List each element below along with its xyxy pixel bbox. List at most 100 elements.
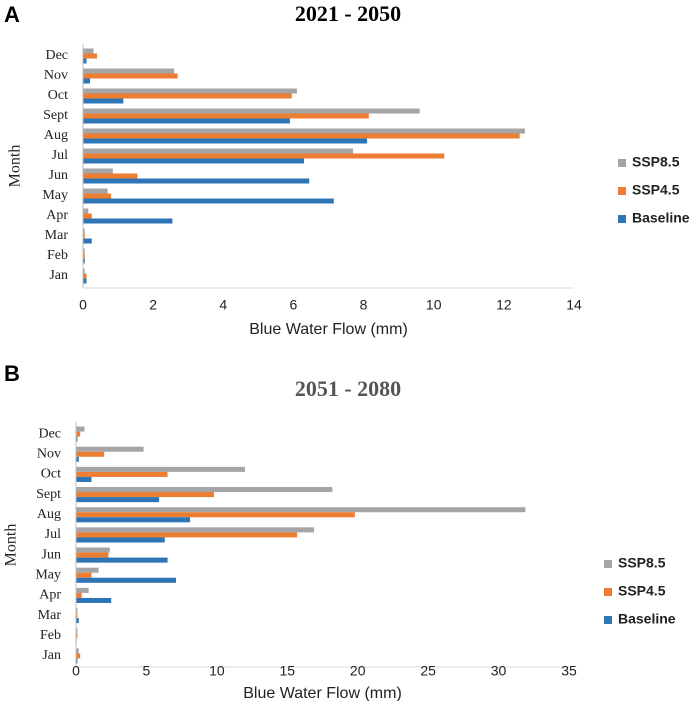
x-tick-label-25: 25 xyxy=(420,663,436,679)
y-tick-label-mar: Mar xyxy=(38,608,62,623)
y-axis-title: Month xyxy=(7,145,24,188)
legend-swatch-ssp8-5 xyxy=(604,560,612,568)
bar-ssp4-5-aug xyxy=(76,512,355,518)
y-tick-label-jul: Jul xyxy=(45,527,61,542)
x-axis-title: Blue Water Flow (mm) xyxy=(249,321,408,338)
y-tick-label-dec: Dec xyxy=(45,48,68,63)
chart-title: 2051 - 2080 xyxy=(295,376,401,401)
bar-ssp8-5-nov xyxy=(76,446,144,452)
bar-baseline-nov xyxy=(76,456,79,462)
legend: SSP8.5 SSP4.5 Baseline xyxy=(604,555,676,627)
bar-ssp4-5-jun xyxy=(83,173,138,179)
bar-baseline-oct xyxy=(76,476,92,482)
bar-baseline-feb xyxy=(83,258,85,264)
bar-ssp4-5-sept xyxy=(76,492,215,498)
bar-baseline-jun xyxy=(76,557,168,563)
bar-ssp4-5-may xyxy=(76,572,92,578)
bar-ssp8-5-dec xyxy=(76,426,85,432)
bar-ssp8-5-feb xyxy=(76,628,78,634)
y-tick-label-jul: Jul xyxy=(52,148,68,163)
bar-baseline-dec xyxy=(83,58,87,64)
bar-ssp8-5-oct xyxy=(83,88,297,94)
bar-ssp4-5-dec xyxy=(76,431,81,437)
y-tick-label-nov: Nov xyxy=(44,68,68,83)
y-tick-label-dec: Dec xyxy=(38,426,61,441)
y-tick-label-apr: Apr xyxy=(46,208,68,223)
x-tick-label-20: 20 xyxy=(350,663,366,679)
y-tick-label-may: May xyxy=(42,188,68,203)
bar-ssp4-5-dec xyxy=(83,53,98,59)
bar-baseline-aug xyxy=(83,138,368,144)
bar-ssp4-5-oct xyxy=(83,93,292,99)
bar-ssp4-5-jan xyxy=(83,273,87,279)
bar-baseline-jan xyxy=(76,658,78,664)
bar-ssp8-5-apr xyxy=(76,587,89,593)
chart-2021-2050: 2021 - 2050 Jan Feb Mar Apr May Jun Jul Aug Sept O… xyxy=(7,1,690,338)
bar-ssp4-5-sept xyxy=(83,113,369,119)
bar-baseline-oct xyxy=(83,98,124,104)
bar-ssp8-5-oct xyxy=(76,466,246,472)
legend: SSP8.5 SSP4.5 Baseline xyxy=(618,154,690,226)
bar-ssp4-5-apr xyxy=(83,213,92,219)
bar-ssp8-5-sept xyxy=(83,108,420,114)
y-tick-label-oct: Oct xyxy=(48,88,68,103)
y-tick-label-sept: Sept xyxy=(36,487,61,502)
legend-label-ssp8-5: SSP8.5 xyxy=(632,154,680,170)
bar-ssp8-5-jun xyxy=(83,168,113,174)
bar-ssp8-5-mar xyxy=(83,228,85,234)
bar-ssp4-5-feb xyxy=(76,633,78,639)
bar-baseline-may xyxy=(83,198,334,204)
bar-ssp8-5-jan xyxy=(83,268,85,274)
y-tick-label-oct: Oct xyxy=(41,467,61,482)
bar-ssp4-5-nov xyxy=(83,73,178,79)
x-tick-label-30: 30 xyxy=(491,663,507,679)
y-tick-label-jun: Jun xyxy=(49,168,68,183)
legend-swatch-ssp4-5 xyxy=(618,187,626,195)
bar-baseline-jul xyxy=(76,537,165,543)
bar-ssp4-5-jul xyxy=(76,532,298,538)
x-tick-label-10: 10 xyxy=(426,297,442,313)
bar-ssp8-5-dec xyxy=(83,48,94,54)
chart-2051-2080: 2051 - 2080 Jan Feb Mar Apr May Jun Jul Aug Sept O… xyxy=(3,376,676,702)
x-tick-label-5: 5 xyxy=(143,663,151,679)
x-tick-label-6: 6 xyxy=(290,297,298,313)
x-tick-label-8: 8 xyxy=(360,297,368,313)
bar-ssp8-5-aug xyxy=(76,507,526,513)
legend-label-baseline: Baseline xyxy=(632,210,690,226)
y-tick-label-jun: Jun xyxy=(42,547,61,562)
bar-baseline-jul xyxy=(83,158,304,164)
legend-swatch-ssp4-5 xyxy=(604,588,612,596)
chart-title: 2021 - 2050 xyxy=(295,1,401,26)
y-tick-label-sept: Sept xyxy=(43,108,68,123)
bar-ssp8-5-jan xyxy=(76,648,79,654)
bar-baseline-jun xyxy=(83,178,310,184)
x-tick-label-14: 14 xyxy=(566,297,582,313)
panel-letter-a: A xyxy=(4,2,20,27)
bar-ssp4-5-apr xyxy=(76,592,82,598)
bar-ssp8-5-jul xyxy=(76,527,315,533)
bar-ssp8-5-nov xyxy=(83,68,175,74)
legend-label-ssp4-5: SSP4.5 xyxy=(632,182,680,198)
bar-ssp4-5-feb xyxy=(83,253,85,259)
bar-ssp4-5-nov xyxy=(76,451,105,457)
x-tick-label-0: 0 xyxy=(72,663,80,679)
bar-ssp4-5-jul xyxy=(83,153,445,159)
panel-letter-b: B xyxy=(4,361,20,386)
legend-label-ssp8-5: SSP8.5 xyxy=(618,555,666,571)
bar-baseline-jan xyxy=(83,278,87,284)
x-axis-title: Blue Water Flow (mm) xyxy=(243,685,402,701)
y-tick-label-jan: Jan xyxy=(42,648,61,663)
bar-ssp4-5-oct xyxy=(76,471,168,477)
y-tick-label-may: May xyxy=(35,567,61,582)
bar-baseline-dec xyxy=(76,436,78,442)
y-tick-label-jan: Jan xyxy=(49,268,68,283)
bar-ssp8-5-jun xyxy=(76,547,110,553)
x-tick-label-12: 12 xyxy=(496,297,512,313)
x-tick-label-35: 35 xyxy=(561,663,577,679)
y-tick-label-feb: Feb xyxy=(47,248,68,263)
bar-ssp8-5-aug xyxy=(83,128,525,134)
y-tick-label-apr: Apr xyxy=(39,588,61,603)
bar-ssp8-5-jul xyxy=(83,148,354,154)
